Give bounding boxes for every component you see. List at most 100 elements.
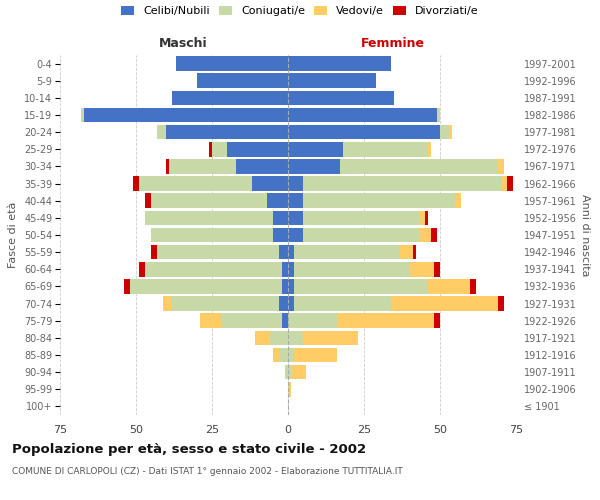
Bar [130, 279, 282, 293]
Bar [455, 194, 461, 208]
Bar [507, 176, 513, 191]
Bar [157, 125, 166, 140]
Bar [227, 142, 288, 156]
Bar [288, 125, 440, 140]
Bar [270, 330, 288, 345]
Bar [200, 314, 221, 328]
Bar [431, 228, 437, 242]
Bar [273, 348, 279, 362]
Bar [410, 262, 434, 276]
Bar [303, 228, 419, 242]
Bar [151, 228, 273, 242]
Bar [172, 90, 288, 105]
Text: Popolazione per età, sesso e stato civile - 2002: Popolazione per età, sesso e stato civil… [12, 442, 366, 456]
Text: COMUNE DI CARLOPOLI (CZ) - Dati ISTAT 1° gennaio 2002 - Elaborazione TUTTITALIA.: COMUNE DI CARLOPOLI (CZ) - Dati ISTAT 1°… [12, 468, 403, 476]
Bar [294, 279, 428, 293]
Bar [288, 159, 340, 174]
Text: Femmine: Femmine [361, 37, 425, 50]
Bar [157, 245, 279, 260]
Bar [400, 245, 413, 260]
Bar [285, 365, 288, 380]
Bar [139, 176, 251, 191]
Bar [273, 210, 288, 225]
Bar [425, 210, 428, 225]
Bar [291, 365, 306, 380]
Bar [294, 296, 391, 311]
Bar [273, 228, 288, 242]
Bar [279, 296, 288, 311]
Bar [413, 245, 416, 260]
Bar [254, 330, 270, 345]
Bar [267, 194, 288, 208]
Bar [288, 74, 376, 88]
Bar [151, 245, 157, 260]
Bar [343, 142, 428, 156]
Bar [221, 314, 282, 328]
Bar [434, 262, 440, 276]
Bar [294, 262, 410, 276]
Bar [282, 279, 288, 293]
Bar [212, 142, 227, 156]
Bar [166, 125, 288, 140]
Bar [282, 314, 288, 328]
Bar [282, 262, 288, 276]
Bar [294, 348, 337, 362]
Bar [288, 382, 291, 396]
Bar [279, 348, 288, 362]
Bar [145, 210, 273, 225]
Bar [166, 159, 169, 174]
Bar [303, 176, 501, 191]
Bar [236, 159, 288, 174]
Bar [288, 296, 294, 311]
Bar [288, 365, 291, 380]
Bar [303, 194, 455, 208]
Bar [151, 194, 267, 208]
Bar [294, 245, 400, 260]
Bar [288, 314, 337, 328]
Bar [288, 56, 391, 71]
Bar [176, 56, 288, 71]
Bar [440, 125, 449, 140]
Bar [498, 159, 504, 174]
Bar [288, 108, 437, 122]
Bar [434, 314, 440, 328]
Bar [288, 330, 303, 345]
Bar [498, 296, 504, 311]
Bar [470, 279, 476, 293]
Bar [133, 176, 139, 191]
Bar [145, 262, 282, 276]
Bar [279, 245, 288, 260]
Bar [428, 279, 470, 293]
Bar [288, 176, 303, 191]
Bar [288, 262, 294, 276]
Bar [501, 176, 507, 191]
Legend: Celibi/Nubili, Coniugati/e, Vedovi/e, Divorziati/e: Celibi/Nubili, Coniugati/e, Vedovi/e, Di… [121, 6, 479, 16]
Bar [391, 296, 498, 311]
Bar [145, 194, 151, 208]
Bar [169, 159, 236, 174]
Bar [163, 296, 172, 311]
Bar [288, 210, 303, 225]
Bar [288, 348, 294, 362]
Bar [139, 262, 145, 276]
Bar [288, 279, 294, 293]
Bar [197, 74, 288, 88]
Bar [419, 228, 431, 242]
Bar [288, 142, 343, 156]
Bar [303, 210, 419, 225]
Bar [85, 108, 288, 122]
Bar [288, 228, 303, 242]
Bar [337, 314, 434, 328]
Bar [340, 159, 498, 174]
Bar [449, 125, 452, 140]
Bar [251, 176, 288, 191]
Y-axis label: Fasce di età: Fasce di età [8, 202, 19, 268]
Bar [288, 245, 294, 260]
Bar [172, 296, 279, 311]
Y-axis label: Anni di nascita: Anni di nascita [580, 194, 590, 276]
Bar [288, 194, 303, 208]
Bar [303, 330, 358, 345]
Text: Maschi: Maschi [159, 37, 208, 50]
Bar [81, 108, 85, 122]
Bar [428, 142, 431, 156]
